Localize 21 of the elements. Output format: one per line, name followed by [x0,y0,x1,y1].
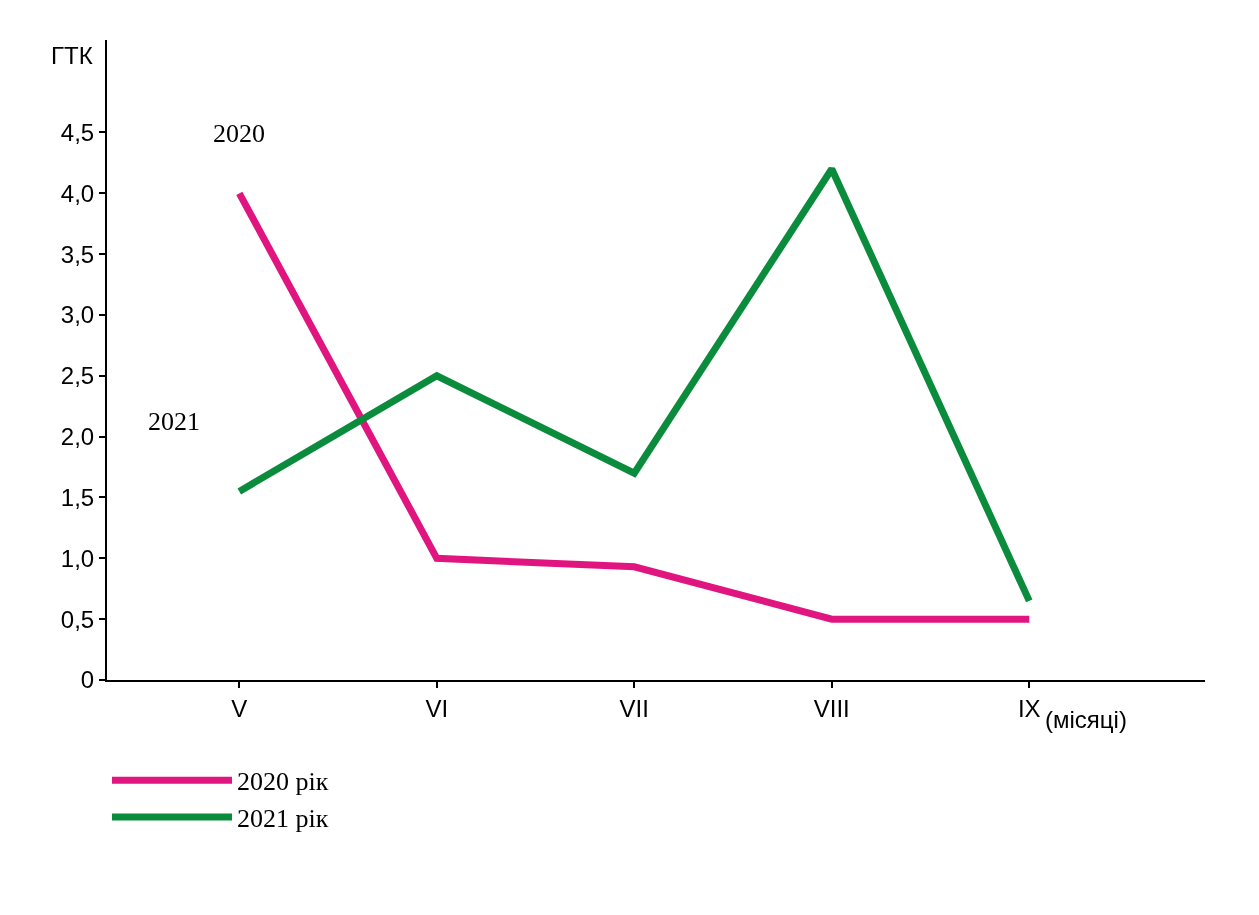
y-tick-label: 4,0 [60,179,95,207]
y-tick-label: 0,5 [60,605,95,633]
y-axis-title: ГТК [51,42,93,69]
legend-label: 2020 рік [237,767,329,797]
y-tick-label: 1,5 [60,483,95,511]
x-tick-label: VIII [813,694,850,722]
x-tick-label: IX [1017,694,1041,722]
y-tick-label: 0 [80,666,95,694]
x-tick-label: VII [619,694,649,722]
annotation: 2021 [148,407,200,436]
annotation: 2020 [213,119,265,148]
x-axis-title: (місяці) [1045,706,1127,733]
legend-label: 2021 рік [237,804,329,834]
x-tick-label: VI [425,694,449,722]
y-tick-label: 3,0 [60,301,95,329]
x-tick-label: V [231,694,248,722]
y-tick-label: 2,0 [60,423,95,451]
y-tick-label: 4,5 [60,118,95,146]
y-tick-label: 3,5 [60,240,95,268]
y-tick-label: 2,5 [60,362,95,390]
y-tick-label: 1,0 [60,544,95,572]
